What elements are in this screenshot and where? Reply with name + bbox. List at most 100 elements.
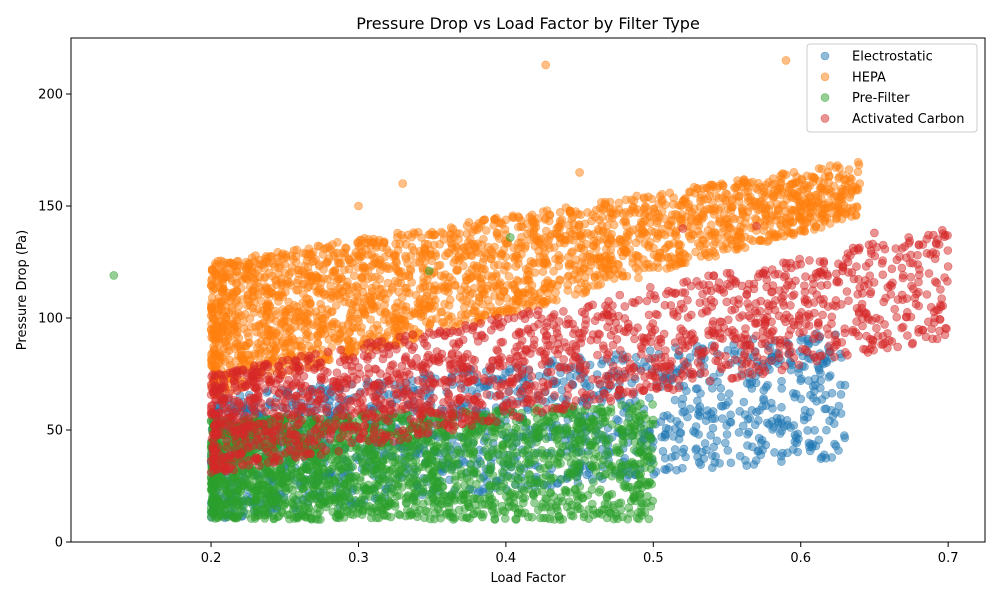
data-point [278, 279, 288, 289]
data-point [543, 295, 552, 305]
data-point [826, 208, 836, 218]
data-point [353, 238, 362, 247]
data-point [207, 281, 216, 290]
data-point [678, 448, 688, 457]
data-point [488, 272, 497, 281]
data-point [740, 410, 750, 419]
data-point [811, 190, 821, 200]
data-point [279, 317, 289, 327]
plot-area [109, 56, 953, 524]
data-point [782, 220, 792, 230]
data-point [621, 217, 631, 226]
data-point [324, 254, 334, 263]
data-point [478, 265, 488, 275]
data-point [800, 226, 809, 236]
data-point [243, 350, 252, 360]
chart-title: Pressure Drop vs Load Factor by Filter T… [356, 14, 700, 33]
data-point [772, 230, 782, 239]
data-point [375, 284, 385, 294]
data-point [660, 464, 669, 474]
data-point [628, 258, 638, 268]
data-point [231, 279, 241, 288]
data-point [255, 272, 265, 282]
data-point [822, 425, 831, 435]
data-point [697, 210, 707, 220]
data-point [835, 204, 845, 214]
data-point [836, 390, 846, 399]
data-point [759, 394, 768, 403]
data-point [475, 383, 485, 392]
data-point [511, 300, 521, 309]
data-point [678, 463, 687, 473]
data-point [554, 261, 564, 271]
data-point [477, 284, 486, 294]
data-point [313, 339, 323, 348]
data-point [836, 409, 846, 418]
data-point [265, 268, 274, 278]
data-point [694, 430, 703, 439]
data-point [353, 283, 362, 292]
data-point [654, 212, 664, 222]
data-point [675, 420, 684, 430]
data-point [304, 249, 314, 259]
data-point [728, 213, 737, 222]
data-point [406, 311, 416, 321]
data-point [469, 240, 479, 249]
data-point [574, 221, 584, 230]
data-point [581, 286, 590, 295]
data-point [447, 243, 457, 253]
data-point [680, 251, 690, 260]
data-point [320, 289, 330, 299]
data-point [603, 450, 613, 460]
data-point [834, 446, 843, 455]
data-point [636, 399, 645, 409]
data-point [772, 199, 782, 209]
data-point [565, 235, 574, 244]
data-point [759, 199, 769, 209]
data-point [367, 283, 377, 293]
data-point [838, 187, 848, 196]
data-point [296, 322, 306, 332]
data-point [407, 233, 416, 242]
data-point [208, 353, 217, 363]
data-point [748, 442, 757, 452]
data-point [669, 239, 678, 248]
data-point [393, 278, 403, 288]
data-point [853, 167, 863, 177]
data-point [705, 191, 714, 201]
data-point [789, 228, 799, 238]
data-point [381, 294, 390, 304]
data-point [791, 178, 801, 187]
data-point [535, 464, 545, 474]
data-point [721, 189, 731, 198]
data-point [451, 255, 460, 265]
data-point [218, 274, 228, 283]
data-point [302, 334, 311, 344]
data-point [791, 433, 801, 442]
data-point [738, 205, 747, 214]
data-point [661, 430, 670, 440]
data-point [654, 199, 664, 208]
data-point [341, 243, 350, 253]
data-point [825, 416, 834, 426]
data-point [770, 448, 779, 457]
data-point [478, 299, 488, 309]
data-point [724, 223, 734, 232]
data-point [327, 464, 337, 474]
data-point [707, 414, 717, 424]
data-point [645, 218, 655, 228]
data-point [227, 306, 237, 315]
data-point [263, 324, 273, 334]
data-point [291, 312, 301, 322]
data-point [522, 275, 532, 285]
data-point [799, 415, 809, 425]
data-point [786, 205, 796, 215]
data-point [232, 287, 241, 297]
data-point [853, 157, 863, 167]
data-point [647, 226, 656, 236]
data-point [241, 264, 251, 274]
data-point [352, 485, 361, 495]
data-point [504, 272, 514, 281]
data-point [827, 388, 837, 398]
data-point [513, 244, 523, 253]
